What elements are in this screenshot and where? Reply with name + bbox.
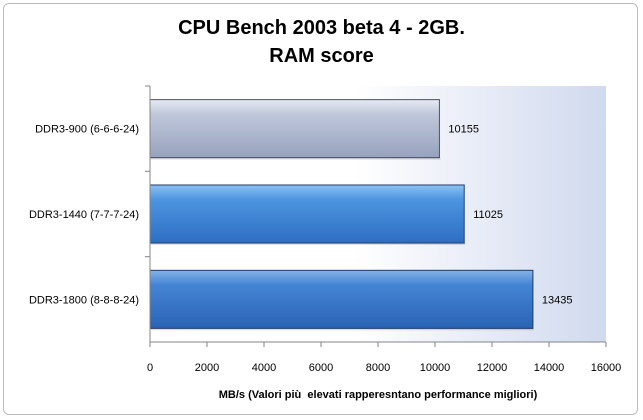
data-label-1: 10155 [448, 124, 479, 136]
chart-subtitle: RAM score [269, 45, 374, 67]
bar-3 [149, 269, 534, 329]
bar-2 [149, 184, 465, 244]
category-label-1: DDR3-900 (6-6-6-24) [35, 124, 139, 136]
x-tick-label-16000: 16000 [591, 362, 622, 374]
x-axis-title: MB/s (Valori più elevati rapperesntano p… [219, 389, 538, 401]
x-tick-label-12000: 12000 [477, 362, 508, 374]
data-label-2: 11025 [473, 209, 503, 221]
x-tick-label-0: 0 [147, 362, 153, 374]
chart-title-block: CPU Bench 2003 beta 4 - 2GB. RAM score [0, 14, 643, 70]
category-label-2: DDR3-1440 (7-7-7-24) [29, 209, 139, 221]
x-tick-label-10000: 10000 [420, 362, 451, 374]
bar-shadow-2 [151, 243, 466, 246]
chart-title: CPU Bench 2003 beta 4 - 2GB. [178, 17, 465, 39]
x-tick-label-2000: 2000 [195, 362, 219, 374]
x-tick-label-6000: 6000 [309, 362, 333, 374]
data-label-3: 13435 [542, 294, 573, 306]
x-tick-label-8000: 8000 [366, 362, 390, 374]
x-tick-label-14000: 14000 [534, 362, 565, 374]
bar-1 [149, 99, 440, 159]
category-label-3: DDR3-1800 (8-8-8-24) [29, 294, 139, 306]
bar-shadow-3 [151, 328, 534, 331]
bar-shadow-1 [151, 157, 441, 160]
x-tick-label-4000: 4000 [252, 362, 276, 374]
